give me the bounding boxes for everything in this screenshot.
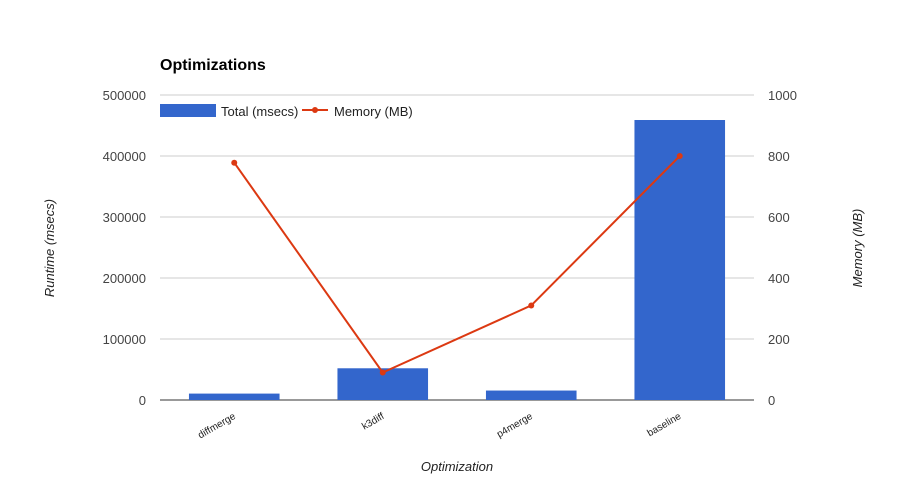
legend: Total (msecs) Memory (MB) bbox=[160, 104, 413, 119]
bar-diffmerge bbox=[188, 393, 280, 400]
y2-tick-label: 600 bbox=[768, 210, 790, 225]
y-tick-label: 200000 bbox=[103, 271, 146, 286]
y2-axis-title: Memory (MB) bbox=[850, 209, 865, 288]
x-tick-label: baseline bbox=[645, 411, 683, 439]
memory-line bbox=[233, 155, 681, 374]
x-tick-label: k3diff bbox=[360, 411, 386, 432]
bars-layer bbox=[188, 120, 726, 400]
y2-tick-label: 1000 bbox=[768, 88, 797, 103]
y-tick-label: 500000 bbox=[103, 88, 146, 103]
bar-p4merge bbox=[485, 390, 577, 400]
x-axis-title: Optimization bbox=[421, 459, 493, 474]
memory-point-k3diff bbox=[379, 369, 386, 376]
legend-swatch-point bbox=[312, 107, 318, 113]
legend-label-total: Total (msecs) bbox=[221, 104, 298, 119]
y2-tick-label: 0 bbox=[768, 393, 775, 408]
y-axis-title: Runtime (msecs) bbox=[42, 199, 57, 297]
y-tick-label: 300000 bbox=[103, 210, 146, 225]
y2-tick-label: 800 bbox=[768, 149, 790, 164]
chart-title: Optimizations bbox=[160, 57, 266, 74]
x-tick-label: p4merge bbox=[495, 411, 535, 440]
legend-label-memory: Memory (MB) bbox=[334, 104, 413, 119]
y2-tick-label: 400 bbox=[768, 271, 790, 286]
memory-point-baseline bbox=[676, 153, 683, 159]
bar-baseline bbox=[634, 120, 726, 400]
line-layer bbox=[231, 153, 683, 376]
y-tick-label: 400000 bbox=[103, 149, 146, 164]
y-tick-label: 100000 bbox=[103, 332, 146, 347]
legend-swatch-bar bbox=[160, 104, 216, 117]
y-tick-label: 0 bbox=[139, 393, 146, 408]
memory-point-p4merge bbox=[528, 302, 535, 309]
y2-tick-label: 200 bbox=[768, 332, 790, 347]
x-tick-label: diffmerge bbox=[196, 411, 238, 441]
memory-point-diffmerge bbox=[231, 159, 238, 166]
